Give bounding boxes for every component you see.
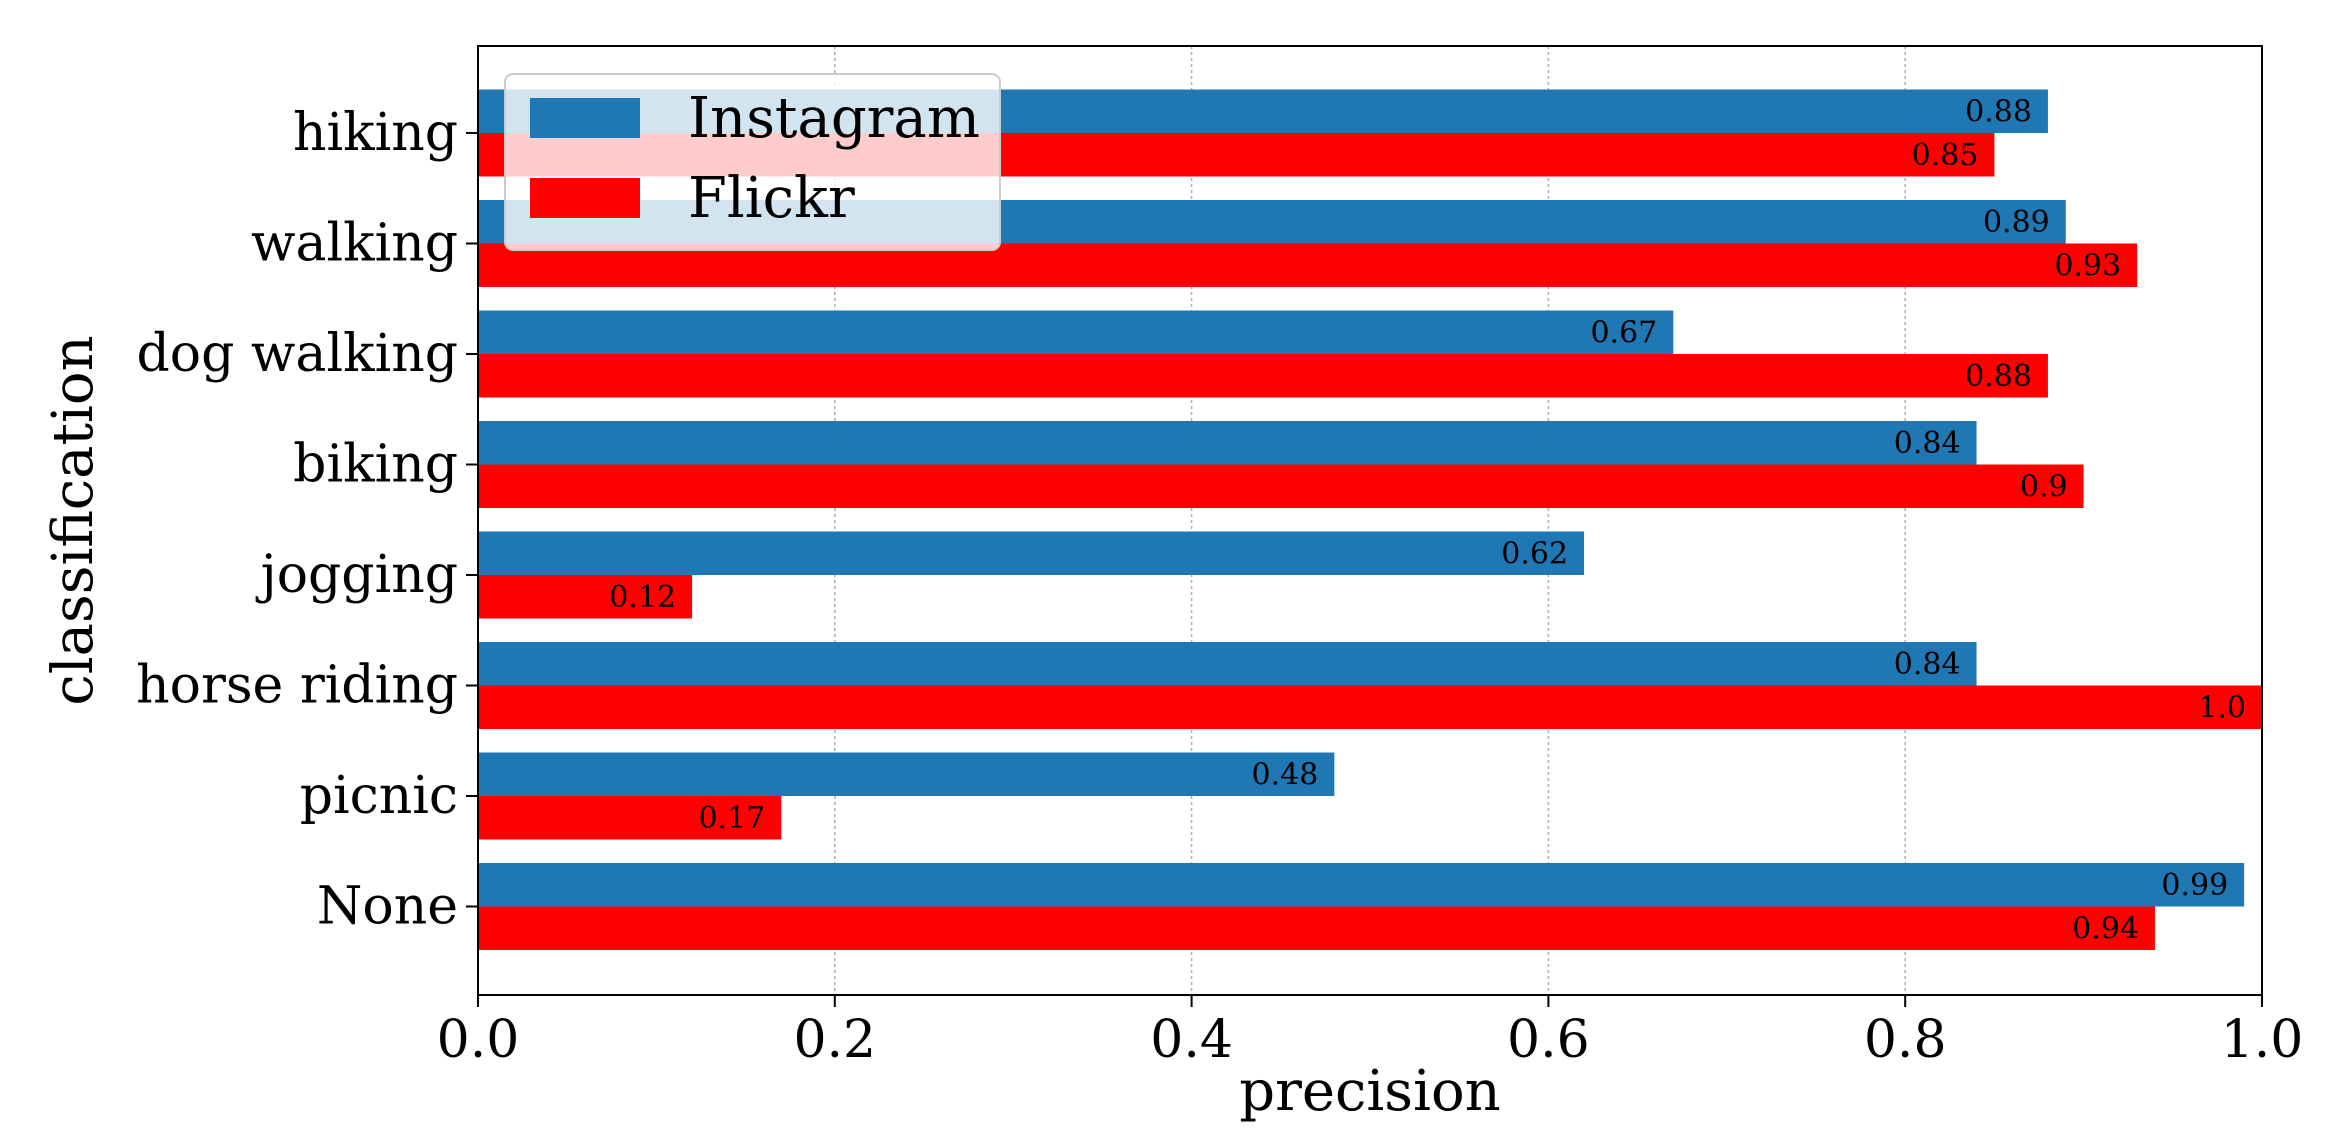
data-label-flickr: 0.17 <box>698 801 765 836</box>
legend-label-flickr: Flickr <box>688 166 855 231</box>
bar-flickr-horse-riding <box>478 685 2262 729</box>
bar-flickr-biking <box>478 464 2084 508</box>
bar-instagram-biking <box>478 421 1977 465</box>
y-tick-label: picnic <box>300 766 458 826</box>
y-tick-label: biking <box>293 435 458 495</box>
y-tick-label: None <box>317 877 458 937</box>
x-tick-label: 0.2 <box>793 1010 876 1070</box>
y-tick-label: walking <box>251 214 458 274</box>
x-axis: 0.0 0.2 0.4 0.6 0.8 1.0 <box>437 995 2304 1070</box>
bar-instagram-horse-riding <box>478 642 1977 686</box>
data-label-flickr: 0.85 <box>1912 138 1979 173</box>
bar-instagram-jogging <box>478 531 1585 575</box>
data-label-instagram: 0.67 <box>1590 315 1657 350</box>
data-label-instagram: 0.84 <box>1894 426 1961 461</box>
y-axis-title: classification <box>41 335 106 705</box>
y-tick-label: dog walking <box>137 324 458 384</box>
data-labels-layer: 0.880.850.890.930.670.880.840.90.620.120… <box>609 94 2246 946</box>
bar-instagram-picnic <box>478 752 1335 796</box>
y-tick-label: jogging <box>256 545 458 605</box>
bar-instagram-dog-walking <box>478 310 1674 354</box>
bar-flickr-dog-walking <box>478 354 2048 398</box>
bar-flickr-jogging <box>478 575 693 619</box>
data-label-instagram: 0.84 <box>1894 647 1961 682</box>
data-label-flickr: 0.12 <box>609 580 676 615</box>
y-tick-label: horse riding <box>136 656 458 716</box>
x-tick-label: 1.0 <box>2221 1010 2304 1070</box>
data-label-flickr: 0.9 <box>2020 469 2068 504</box>
legend: Instagram Flickr <box>504 73 1001 251</box>
legend-swatch-instagram <box>530 98 640 138</box>
data-label-flickr: 0.88 <box>1965 359 2032 394</box>
data-label-flickr: 1.0 <box>2198 690 2246 725</box>
y-tick-label: hiking <box>293 103 458 163</box>
data-label-instagram: 0.99 <box>2161 868 2228 903</box>
x-tick-label: 0.4 <box>1150 1010 1233 1070</box>
x-tick-label: 0.8 <box>1864 1010 1947 1070</box>
x-tick-label: 0.0 <box>437 1010 520 1070</box>
bar-flickr-none <box>478 906 2155 950</box>
bar-flickr-picnic <box>478 796 782 840</box>
data-label-instagram: 0.62 <box>1501 536 1568 571</box>
data-label-instagram: 0.89 <box>1983 205 2050 240</box>
plot-frame <box>477 45 2263 996</box>
data-label-instagram: 0.88 <box>1965 94 2032 129</box>
bars-layer <box>478 89 2262 950</box>
legend-label-instagram: Instagram <box>688 86 980 151</box>
legend-swatch-flickr <box>530 178 640 218</box>
x-axis-title: precision <box>1239 1059 1500 1124</box>
y-axis: hiking walking dog walking biking jogging hor… <box>136 103 478 937</box>
data-label-instagram: 0.48 <box>1252 757 1319 792</box>
bar-instagram-none <box>478 863 2245 907</box>
data-label-flickr: 0.94 <box>2072 911 2139 946</box>
data-label-flickr: 0.93 <box>2054 248 2121 283</box>
x-tick-label: 0.6 <box>1507 1010 1590 1070</box>
